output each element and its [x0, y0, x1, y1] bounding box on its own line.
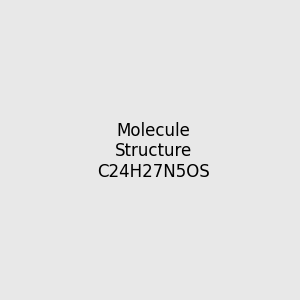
Text: Molecule
Structure
C24H27N5OS: Molecule Structure C24H27N5OS [98, 122, 210, 181]
